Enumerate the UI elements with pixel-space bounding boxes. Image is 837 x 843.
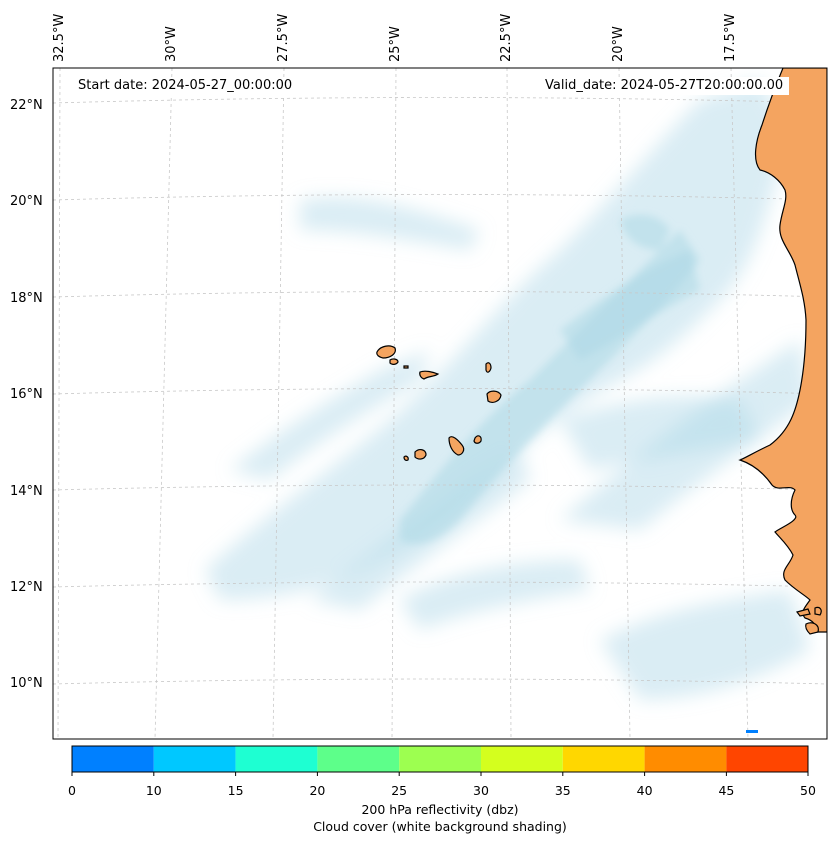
island-brava bbox=[403, 455, 409, 461]
cloud-band-8 bbox=[400, 560, 590, 630]
colorbar-segment-7 bbox=[644, 746, 727, 772]
reflectivity-blip bbox=[746, 730, 758, 733]
colorbar bbox=[71, 745, 809, 776]
lat-gridlines bbox=[53, 97, 827, 685]
lon-label-30W: 30°W bbox=[164, 26, 179, 62]
gridline-22.5W bbox=[506, 68, 512, 739]
lon-label-20W: 20°W bbox=[611, 26, 626, 62]
island-bissagos-1 bbox=[795, 608, 811, 617]
island-bissagos-2 bbox=[814, 606, 822, 616]
gridline-22N bbox=[53, 97, 827, 104]
gridline-25W bbox=[391, 68, 397, 739]
gridline-17.5W bbox=[730, 68, 749, 739]
lat-label-14N: 14°N bbox=[10, 484, 43, 499]
lon-label-17.5W: 17.5°W bbox=[723, 13, 738, 62]
colorbar-segment-8 bbox=[726, 746, 808, 772]
lat-label-16N: 16°N bbox=[10, 387, 43, 402]
mainland bbox=[738, 68, 827, 633]
colorbar-segment-0 bbox=[72, 746, 154, 772]
gridline-32.5W bbox=[57, 68, 61, 739]
colorbar-tick-label: 15 bbox=[227, 783, 244, 798]
colorbar-tick-label: 20 bbox=[309, 783, 326, 798]
colorbar-segment-5 bbox=[481, 746, 563, 772]
colorbar-segment-6 bbox=[562, 746, 645, 772]
lon-label-22.5W: 22.5°W bbox=[499, 13, 514, 62]
gridline-27.5W bbox=[272, 68, 285, 739]
lon-label-27.5W: 27.5°W bbox=[276, 13, 291, 62]
gridline-20W bbox=[618, 68, 631, 739]
colorbar-frame bbox=[71, 745, 809, 773]
island-fogo bbox=[414, 449, 427, 460]
island-maio bbox=[473, 435, 482, 444]
island-santiago bbox=[448, 436, 465, 456]
colorbar-segment-2 bbox=[235, 746, 318, 772]
cloud-band-2 bbox=[230, 350, 430, 480]
colorbar-tick-label: 30 bbox=[473, 783, 489, 798]
colorbar-tick-label: 50 bbox=[800, 783, 816, 798]
lon-label-25W: 25°W bbox=[388, 26, 403, 62]
gridline-30W bbox=[154, 68, 173, 739]
colorbar-segment-4 bbox=[399, 746, 481, 772]
gridline-18N bbox=[53, 291, 827, 298]
cloud-core bbox=[400, 214, 700, 544]
cloud-main-band bbox=[205, 80, 790, 600]
cloud-band-5 bbox=[600, 590, 810, 700]
island-sao-vicente bbox=[389, 358, 399, 365]
colorbar-title: 200 hPa reflectivity (dbz) bbox=[361, 802, 519, 817]
cloud-band-6 bbox=[560, 396, 760, 470]
gridline-10N bbox=[53, 678, 827, 685]
island-sal bbox=[485, 362, 492, 373]
island-boa-vista bbox=[486, 390, 502, 403]
lat-label-20N: 20°N bbox=[10, 194, 43, 209]
island-santa-luzia bbox=[403, 365, 409, 369]
colorbar-subtitle: Cloud cover (white background shading) bbox=[313, 819, 567, 834]
cape-verde-islands bbox=[376, 345, 822, 635]
colorbar-tick-label: 45 bbox=[718, 783, 735, 798]
map-frame bbox=[52, 67, 828, 740]
gridline-20N bbox=[53, 194, 827, 201]
cloud-core-2 bbox=[560, 250, 700, 360]
colorbar-segment-1 bbox=[153, 746, 236, 772]
valid-date-label: Valid_date: 2024-05-27T20:00:00.00 bbox=[539, 77, 790, 95]
colorbar-tick-label: 40 bbox=[636, 783, 653, 798]
gridline-16N bbox=[53, 388, 827, 395]
colorbar-segment-3 bbox=[317, 746, 400, 772]
island-bissagos-3 bbox=[805, 622, 819, 635]
gridline-12N bbox=[53, 581, 827, 588]
lat-label-10N: 10°N bbox=[10, 676, 43, 691]
lat-label-12N: 12°N bbox=[10, 580, 43, 595]
gridline-14N bbox=[53, 484, 827, 491]
island-sao-nicolau bbox=[419, 370, 440, 380]
cloud-band-7 bbox=[300, 197, 480, 250]
colorbar-tick-label: 25 bbox=[391, 783, 408, 798]
colorbar-tick-label: 0 bbox=[68, 783, 76, 798]
island-santo-antao bbox=[376, 345, 396, 359]
lat-label-18N: 18°N bbox=[10, 291, 43, 306]
west-africa-coast bbox=[738, 68, 827, 633]
cloud-core-3 bbox=[620, 214, 670, 250]
lon-gridlines bbox=[57, 68, 749, 739]
colorbar-tick-label: 35 bbox=[554, 783, 571, 798]
lon-label-32.5W: 32.5°W bbox=[52, 13, 67, 62]
lat-label-22N: 22°N bbox=[10, 98, 43, 113]
colorbar-tick-label: 10 bbox=[145, 783, 162, 798]
start-date-label: Start date: 2024-05-27_00:00:00 bbox=[72, 77, 299, 95]
